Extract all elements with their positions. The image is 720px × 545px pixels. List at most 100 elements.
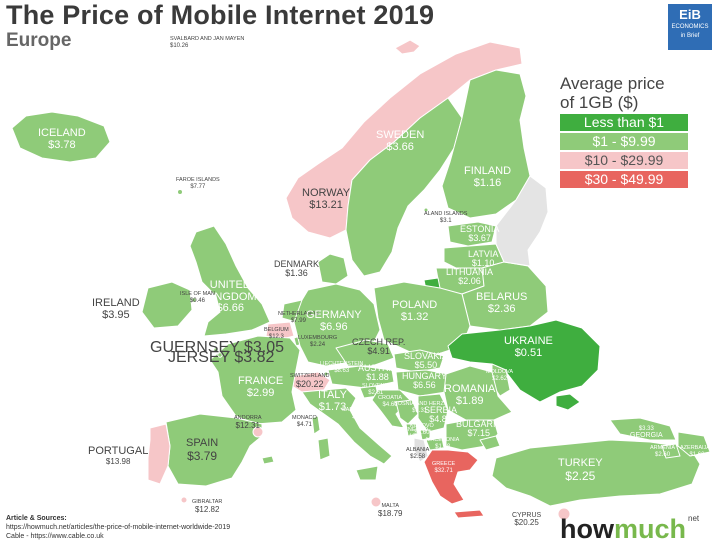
label-uk: United Kingdom $6.66 (204, 279, 257, 315)
label-spain: Spain $3.79 (186, 437, 219, 463)
sources-link-howmuch[interactable]: https://howmuch.net/articles/the-price-o… (6, 524, 231, 531)
region-estonia (447, 221, 497, 247)
label-norway: Norway $13.21 (302, 187, 351, 211)
region-kosovo (419, 429, 431, 441)
region-malta (370, 496, 382, 508)
label-macedonia: Macedonia $1.48 (426, 437, 460, 450)
region-turkey-anatolia (491, 439, 701, 507)
region-bosnia (395, 399, 419, 425)
sources-link-cable[interactable]: Cable - https://www.cable.co.uk (6, 533, 104, 540)
label-armenia: Armenia $2.60 (650, 445, 676, 458)
label-bulgaria: Bulgaria $7.15 (456, 419, 502, 439)
howmuch-logo: howmuch net (560, 514, 699, 545)
region-svalbard (394, 39, 421, 55)
label-san-marino: San Marino $5.46 (342, 407, 377, 420)
sources-heading: Article & Sources: (6, 515, 67, 522)
region-italy (301, 387, 393, 465)
region-faroe (177, 189, 183, 195)
label-malta: Malta $18.79 (378, 503, 403, 518)
region-slovakia (393, 349, 445, 373)
region-greece (423, 449, 479, 505)
label-iceland: Iceland $3.78 (38, 127, 86, 151)
label-albania: Albania $2.58 (406, 447, 430, 460)
legend-title-line1: Average price (560, 74, 665, 93)
region-macedonia (425, 437, 445, 451)
label-croatia: Croatia $4.61 (378, 395, 403, 408)
label-ukraine: Ukraine $0.51 (504, 335, 553, 359)
label-denmark: Denmark $1.36 (274, 259, 320, 279)
label-svalbard: Svalbard and Jan Mayen $10.26 (170, 36, 245, 49)
label-sweden: Sweden $3.66 (376, 129, 425, 153)
label-monaco: Monaco $4.71 (292, 415, 317, 428)
region-norway (285, 41, 523, 239)
label-gibraltar: Gibraltar $12.82 (192, 499, 223, 514)
region-crete (453, 509, 485, 519)
region-gibraltar (180, 496, 188, 504)
eib-logo-line3: in Brief (680, 33, 700, 39)
region-russia-nodata (495, 175, 549, 267)
region-france (209, 335, 301, 425)
region-ireland (141, 281, 193, 329)
label-serbia: Serbia $4.83 (424, 405, 458, 425)
legend-title-line2: of 1GB ($) (560, 93, 639, 112)
legend-item-lt1: Less than $1 (560, 114, 688, 131)
label-azerbaijan: Azerbaijan $1.60 (680, 445, 714, 458)
region-azerbaijan (677, 431, 711, 457)
label-poland: Poland $1.32 (392, 299, 438, 323)
sources: Article & Sources: https://howmuch.net/a… (6, 514, 230, 541)
label-turkey: Turkey $2.25 (558, 457, 603, 483)
label-liechtenstein: Liechtenstein $8.63 (320, 361, 364, 374)
region-georgia (609, 417, 677, 441)
label-bosnia: Bosnia and Herz. $1.31 (394, 401, 446, 414)
label-montenegro: Montenegro $3.12 (388, 427, 429, 440)
label-guernsey: Guernsey $3.05 (150, 339, 285, 356)
legend-item-1-10: $1 - $9.99 (560, 133, 688, 150)
label-germany: Germany $6.96 (306, 309, 362, 333)
label-andorra: Andorra $12.31 (234, 415, 262, 430)
region-corsica (311, 415, 321, 435)
label-switzerland: Switzerland $20.22 (290, 373, 330, 389)
label-moldova: Moldova $2.62 (486, 369, 514, 382)
howmuch-logo-suffix: net (688, 514, 700, 523)
label-belgium: Belgium $12.3 (264, 327, 289, 340)
legend: Average price of 1GB ($) Less than $1 $1… (560, 74, 700, 188)
label-faroe: Faroe Islands $7.77 (176, 177, 220, 190)
label-lithuania: Lithuania $2.06 (446, 267, 494, 287)
label-italy: Italy $1.73 (318, 389, 347, 413)
region-isle-of-man (191, 297, 197, 303)
label-latvia: Latvia $1.10 (468, 249, 499, 269)
label-slovakia: Slovakia $5.50 (404, 351, 448, 371)
label-czech: Czech Rep. $4.91 (352, 337, 406, 357)
label-austria: Austria $1.88 (358, 363, 398, 383)
region-serbia (417, 393, 449, 433)
region-cyprus (557, 507, 571, 521)
label-luxembourg: Luxembourg $2.24 (298, 335, 338, 348)
label-romania: Romania $1.89 (444, 383, 496, 407)
label-slovenia: Slovenia $2.61 (362, 383, 390, 396)
label-belarus: Belarus $2.36 (476, 291, 528, 315)
region-sicily (355, 465, 379, 481)
eib-logo-line2: ECONOMICS (671, 24, 709, 30)
label-isle-of-man: Isle of Man $0.46 (180, 291, 215, 304)
label-estonia: Estonia $3.67 (460, 224, 500, 244)
region-montenegro (405, 423, 419, 437)
legend-item-10-30: $10 - $29.99 (560, 152, 688, 169)
label-finland: Finland $1.16 (464, 165, 512, 189)
eib-logo-text: EiB (679, 7, 701, 22)
region-armenia (661, 443, 681, 459)
eib-logo: EiB ECONOMICS in Brief (668, 4, 712, 50)
region-aland (423, 207, 429, 213)
label-portugal: Portugal $13.98 (88, 445, 149, 466)
region-denmark (317, 253, 349, 285)
region-crimea (555, 393, 581, 411)
label-greece: Greece $32.71 (432, 461, 456, 474)
legend-item-30-50: $30 - $49.99 (560, 171, 688, 188)
label-hungary: Hungary $6.56 (402, 371, 447, 391)
howmuch-logo-part2: much (614, 514, 687, 544)
region-ukraine (447, 319, 601, 403)
region-austria (327, 365, 395, 389)
region-romania (443, 365, 513, 421)
label-georgia: $3.33 Georgia (630, 426, 663, 440)
label-france: France $2.99 (238, 375, 284, 399)
